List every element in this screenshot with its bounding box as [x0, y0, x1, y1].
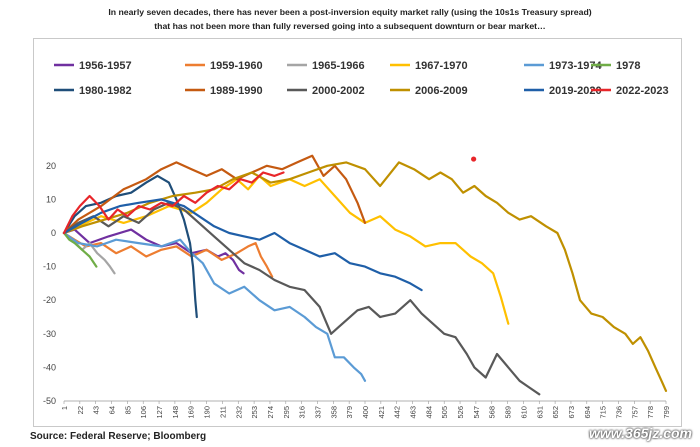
watermark: www.365jz.com — [589, 425, 692, 441]
x-tick-label: 715 — [599, 406, 608, 419]
series-line-2000-2002 — [62, 201, 541, 396]
series-line-2019-2020 — [62, 198, 423, 292]
x-tick-label: 547 — [472, 406, 481, 419]
legend-label-2006-2009: 2006-2009 — [415, 85, 468, 97]
chart-frame: 1956-1957 1959-1960 1965-1966 1967-1970 1973… — [33, 38, 682, 427]
x-tick-label: 232 — [234, 406, 243, 419]
legend-label-1965-1966: 1965-1966 — [312, 60, 365, 72]
x-tick-label: 463 — [409, 406, 418, 419]
header-title-line-1: In nearly seven decades, there has never… — [108, 7, 592, 17]
x-tick-label: 379 — [345, 406, 354, 419]
x-tick-label: 316 — [298, 406, 307, 419]
series-line-1956-1957 — [62, 228, 245, 275]
x-tick-label: 757 — [630, 406, 639, 419]
chart-svg: 1956-1957 1959-1960 1965-1966 1967-1970 1973… — [43, 60, 671, 419]
series-line-1980-1982 — [62, 174, 198, 319]
legend-label-1959-1960: 1959-1960 — [210, 60, 263, 72]
series-lines — [62, 154, 668, 396]
x-tick-label: 85 — [123, 406, 132, 414]
x-tick-label: 253 — [250, 406, 259, 419]
header-title-line-2: that has not been more than fully revers… — [154, 21, 546, 31]
series-line-1973-1974 — [62, 231, 367, 382]
outlier-point — [471, 156, 477, 162]
y-tick-label: -40 — [43, 362, 56, 372]
x-tick-label: 127 — [155, 406, 164, 419]
x-tick-label: 736 — [614, 406, 623, 419]
x-tick-label: 148 — [171, 406, 180, 419]
y-tick-label: -10 — [43, 262, 56, 272]
x-tick-label: 652 — [551, 406, 560, 419]
legend-label-2000-2002: 2000-2002 — [312, 85, 365, 97]
series-line-1959-1960 — [62, 231, 274, 278]
x-tick-label: 568 — [488, 406, 497, 419]
x-tick-label: 106 — [139, 406, 148, 419]
x-tick-label: 484 — [424, 406, 433, 419]
series-line-1967-1970 — [62, 174, 510, 325]
x-tick-label: 64 — [108, 406, 117, 414]
x-axis: 1 22 43 64 85 106 127 148 169 190 211 232 253 274 295 3… — [60, 400, 671, 419]
legend-label-1967-1970: 1967-1970 — [415, 60, 468, 72]
x-tick-label: 421 — [377, 406, 386, 419]
legend: 1956-1957 1959-1960 1965-1966 1967-1970 1973… — [54, 60, 669, 97]
series-line-1989-1990 — [62, 154, 367, 235]
series-line-1978 — [62, 231, 98, 268]
legend-label-1980-1982: 1980-1982 — [79, 85, 132, 97]
x-tick-label: 799 — [662, 406, 671, 419]
x-tick-label: 694 — [583, 406, 592, 419]
y-tick-label: -20 — [43, 295, 56, 305]
x-tick-label: 43 — [92, 406, 101, 414]
x-tick-label: 589 — [504, 406, 513, 419]
x-tick-label: 190 — [203, 406, 212, 419]
legend-label-1989-1990: 1989-1990 — [210, 85, 263, 97]
y-tick-label: 0 — [51, 228, 56, 238]
x-tick-label: 274 — [266, 406, 275, 419]
source-note: Source: Federal Reserve; Bloomberg — [30, 431, 207, 442]
series-line-2006-2009 — [62, 161, 668, 392]
x-tick-label: 1 — [60, 406, 69, 410]
x-tick-label: 22 — [76, 406, 85, 414]
x-tick-label: 400 — [361, 406, 370, 419]
x-tick-label: 337 — [313, 406, 322, 419]
x-tick-label: 610 — [519, 406, 528, 419]
x-tick-label: 631 — [535, 406, 544, 419]
y-axis: 20 10 0 -10 -20 -30 -40 -50 — [43, 161, 56, 406]
x-tick-label: 673 — [567, 406, 576, 419]
x-tick-label: 778 — [646, 406, 655, 419]
x-tick-label: 295 — [282, 406, 291, 419]
x-tick-label: 358 — [329, 406, 338, 419]
x-tick-label: 526 — [456, 406, 465, 419]
x-tick-label: 442 — [393, 406, 402, 419]
legend-label-1973-1974: 1973-1974 — [549, 60, 602, 72]
series-line-2022-2023 — [62, 171, 285, 235]
legend-label-2019-2020: 2019-2020 — [549, 85, 602, 97]
legend-label-2022-2023: 2022-2023 — [616, 85, 669, 97]
y-tick-label: -50 — [43, 396, 56, 406]
y-tick-label: -30 — [43, 329, 56, 339]
x-tick-label: 505 — [440, 406, 449, 419]
x-tick-label: 211 — [218, 406, 227, 418]
x-tick-label: 169 — [187, 406, 196, 419]
y-tick-label: 10 — [46, 194, 56, 204]
legend-label-1956-1957: 1956-1957 — [79, 60, 132, 72]
y-tick-label: 20 — [46, 161, 56, 171]
legend-label-1978: 1978 — [616, 60, 640, 72]
